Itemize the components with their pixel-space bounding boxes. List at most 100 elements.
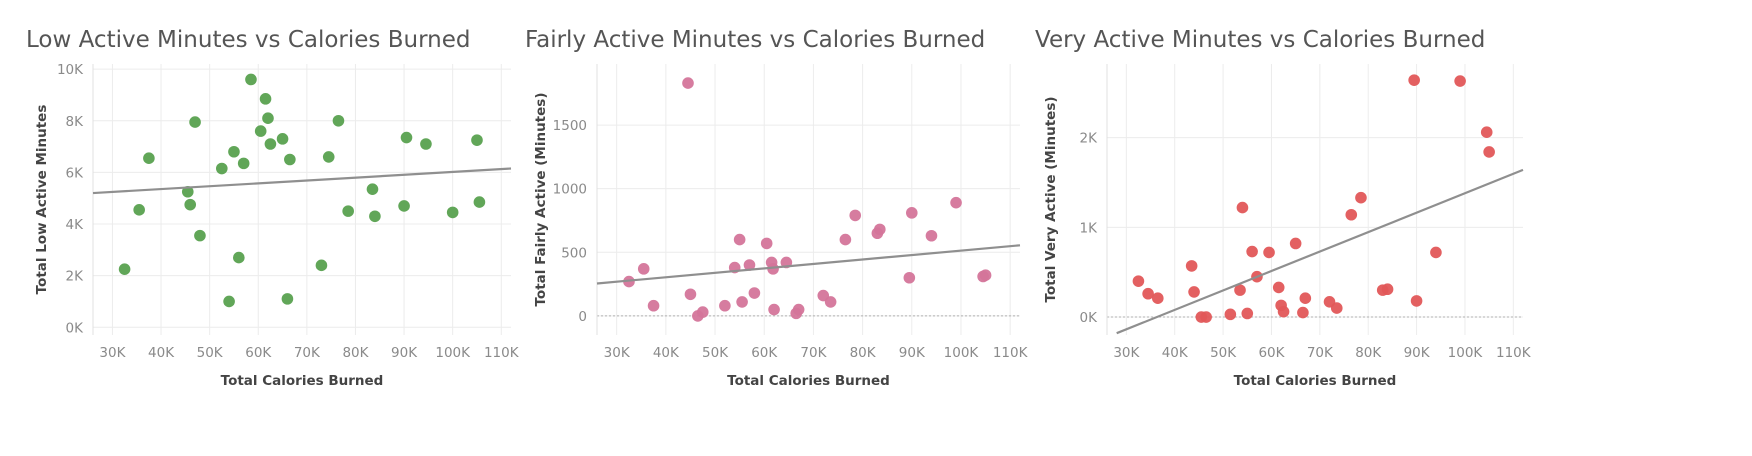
data-point[interactable] xyxy=(1299,292,1312,305)
data-point[interactable] xyxy=(245,73,257,86)
data-point[interactable] xyxy=(950,196,962,209)
data-point[interactable] xyxy=(1408,74,1420,86)
data-point[interactable] xyxy=(733,233,746,246)
data-point[interactable] xyxy=(1355,191,1367,204)
data-point[interactable] xyxy=(1345,208,1358,221)
data-point[interactable] xyxy=(400,131,413,144)
data-point[interactable] xyxy=(1188,286,1200,298)
data-point[interactable] xyxy=(369,210,381,223)
data-point[interactable] xyxy=(322,151,335,163)
data-point[interactable] xyxy=(446,206,459,219)
data-point[interactable] xyxy=(281,293,294,305)
data-point[interactable] xyxy=(237,157,250,170)
data-point[interactable] xyxy=(1272,281,1285,294)
data-point[interactable] xyxy=(332,114,345,127)
data-point[interactable] xyxy=(905,207,918,219)
data-point[interactable] xyxy=(1224,308,1237,321)
data-point[interactable] xyxy=(254,125,267,137)
data-point[interactable] xyxy=(874,223,886,236)
y-axis-label: Total Very Active (Minutes) xyxy=(1043,96,1059,302)
data-point[interactable] xyxy=(743,259,756,271)
data-point[interactable] xyxy=(792,303,805,316)
data-point[interactable] xyxy=(903,271,916,284)
data-point[interactable] xyxy=(1263,246,1275,259)
data-point[interactable] xyxy=(471,134,483,146)
data-point[interactable] xyxy=(682,77,694,89)
x-tick-label: 80K xyxy=(1355,345,1382,361)
data-point[interactable] xyxy=(1454,75,1466,87)
x-axis-label: Total Calories Burned xyxy=(221,373,384,389)
data-point[interactable] xyxy=(473,196,486,208)
data-point[interactable] xyxy=(143,152,155,165)
data-point[interactable] xyxy=(233,251,245,264)
data-point[interactable] xyxy=(696,306,709,318)
data-point[interactable] xyxy=(216,162,228,175)
data-point[interactable] xyxy=(719,299,731,312)
y-tick-label: 2K xyxy=(66,269,85,285)
data-point[interactable] xyxy=(684,288,697,301)
scatter-chart-low-active: Low Active Minutes vs Calories Burned 30K… xyxy=(26,27,520,389)
x-tick-label: 90K xyxy=(1404,345,1431,361)
data-point[interactable] xyxy=(1430,246,1442,259)
data-point[interactable] xyxy=(1410,295,1423,307)
data-point[interactable] xyxy=(760,237,773,250)
data-point[interactable] xyxy=(736,296,748,308)
data-point[interactable] xyxy=(1483,146,1495,158)
data-point[interactable] xyxy=(1151,292,1164,305)
data-point[interactable] xyxy=(181,185,194,198)
data-point[interactable] xyxy=(647,299,660,312)
data-point[interactable] xyxy=(748,287,761,299)
data-point[interactable] xyxy=(118,263,131,275)
data-point[interactable] xyxy=(194,229,206,242)
data-point[interactable] xyxy=(1480,126,1493,138)
y-axis-label: Total Fairly Active (Minutes) xyxy=(533,93,549,307)
data-point[interactable] xyxy=(133,204,145,216)
data-point[interactable] xyxy=(849,209,862,222)
data-point[interactable] xyxy=(1236,201,1249,214)
data-point[interactable] xyxy=(1297,306,1309,319)
data-point[interactable] xyxy=(1185,260,1198,272)
data-point[interactable] xyxy=(1277,305,1290,318)
data-point[interactable] xyxy=(1330,302,1343,314)
data-point[interactable] xyxy=(1381,283,1394,296)
data-point[interactable] xyxy=(420,138,432,150)
y-tick-label: 0K xyxy=(66,320,85,336)
data-point[interactable] xyxy=(366,183,379,195)
data-point[interactable] xyxy=(637,263,650,275)
data-point[interactable] xyxy=(979,269,992,282)
data-point[interactable] xyxy=(228,145,240,158)
chart-panel-very-active: Very Active Minutes vs Calories Burned 30… xyxy=(1017,0,1601,456)
data-point[interactable] xyxy=(223,295,235,308)
data-point[interactable] xyxy=(767,263,779,275)
data-point[interactable] xyxy=(1241,307,1254,320)
data-point[interactable] xyxy=(264,138,277,150)
data-point[interactable] xyxy=(342,205,354,217)
trend-line xyxy=(596,244,1021,285)
x-tick-label: 110K xyxy=(1496,345,1532,361)
data-point[interactable] xyxy=(189,116,201,128)
data-point[interactable] xyxy=(839,233,852,246)
data-point[interactable] xyxy=(1200,311,1212,323)
x-tick-label: 80K xyxy=(850,345,877,361)
data-point[interactable] xyxy=(1234,284,1246,296)
data-point[interactable] xyxy=(284,153,296,166)
data-point[interactable] xyxy=(925,229,938,242)
data-point[interactable] xyxy=(262,112,274,124)
data-point[interactable] xyxy=(1142,287,1154,300)
data-point[interactable] xyxy=(824,296,837,308)
y-tick-label: 8K xyxy=(66,114,85,130)
data-point[interactable] xyxy=(398,200,410,212)
data-point[interactable] xyxy=(768,303,780,316)
chart-title: Low Active Minutes vs Calories Burned xyxy=(26,27,470,53)
data-point[interactable] xyxy=(1289,237,1302,250)
data-point[interactable] xyxy=(184,198,197,211)
data-point[interactable] xyxy=(259,93,272,105)
data-point[interactable] xyxy=(1246,245,1258,258)
data-point[interactable] xyxy=(315,259,328,272)
x-tick-label: 50K xyxy=(702,345,729,361)
data-point[interactable] xyxy=(276,133,289,145)
y-tick-label: 0K xyxy=(1080,310,1099,326)
scatter-chart-very-active: Very Active Minutes vs Calories Burned 30… xyxy=(1035,27,1532,389)
scatter-chart-fairly-active: Fairly Active Minutes vs Calories Burned… xyxy=(525,27,1029,389)
data-point[interactable] xyxy=(1132,275,1145,287)
